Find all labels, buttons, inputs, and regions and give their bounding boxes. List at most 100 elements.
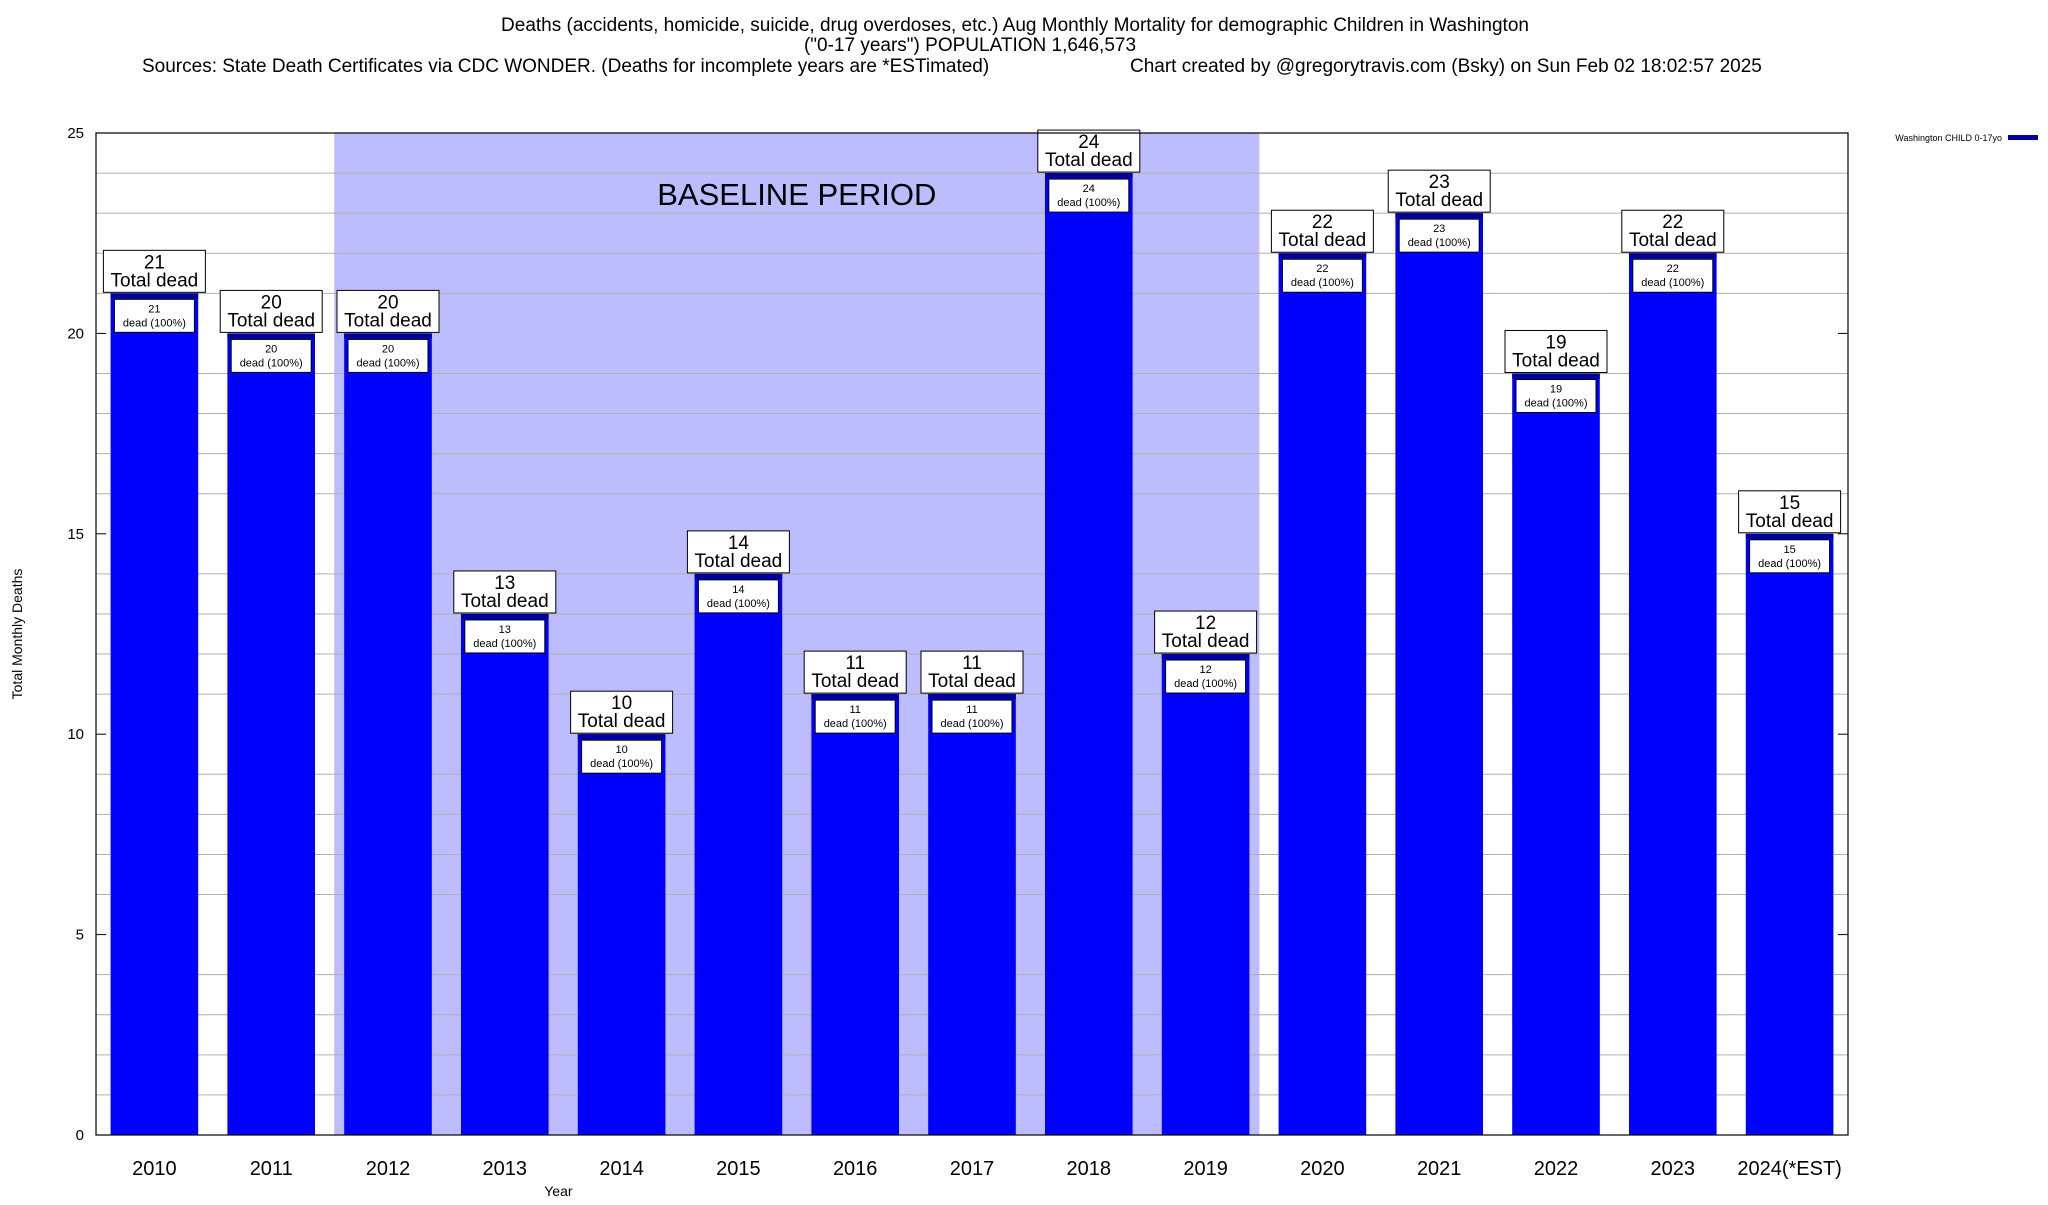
x-tick-label: 2018 bbox=[1067, 1158, 1112, 1180]
chart-title-line-2: ("0-17 years") POPULATION 1,646,573 bbox=[804, 35, 1136, 56]
x-tick-label: 2016 bbox=[833, 1158, 878, 1180]
bar-inner-value: 10 bbox=[615, 744, 627, 756]
bar-inner-label-box bbox=[697, 579, 779, 614]
bar-top-value: 23 bbox=[1429, 172, 1450, 193]
bar-inner-suffix: dead (100%) bbox=[590, 758, 653, 770]
bar-top-label-box bbox=[1621, 209, 1725, 253]
bar-inner-label-box bbox=[814, 699, 896, 734]
x-tick-label: 2011 bbox=[250, 1158, 293, 1180]
bar-top-edge bbox=[577, 734, 666, 740]
bar-top-suffix: Total dead bbox=[1162, 631, 1250, 652]
bar-inner-label-box bbox=[1515, 378, 1597, 413]
bar-inner-value: 15 bbox=[1783, 544, 1795, 556]
bar-top-suffix: Total dead bbox=[111, 270, 199, 291]
bar bbox=[1395, 213, 1483, 1135]
legend-swatch bbox=[2008, 135, 2038, 140]
bar-inner-value: 12 bbox=[1199, 664, 1211, 676]
bar-top-label-box bbox=[686, 530, 790, 574]
bar bbox=[577, 734, 666, 1135]
bar-top-value: 20 bbox=[377, 292, 398, 313]
bar-top-suffix: Total dead bbox=[811, 671, 899, 692]
x-axis-title: Year bbox=[544, 1183, 573, 1199]
y-axis-title: Total Monthly Deaths bbox=[9, 569, 25, 700]
bar-top-label-box bbox=[1270, 209, 1374, 253]
bar-top-value: 22 bbox=[1662, 212, 1683, 233]
bar-top-value: 15 bbox=[1779, 493, 1800, 514]
bar-top-label-box bbox=[1738, 490, 1842, 534]
bar-inner-value: 22 bbox=[1316, 263, 1328, 275]
bar-top-value: 10 bbox=[611, 693, 632, 714]
bar-inner-value: 11 bbox=[966, 704, 977, 716]
bar bbox=[461, 613, 549, 1135]
bar-top-suffix: Total dead bbox=[227, 310, 315, 331]
bar-top-suffix: Total dead bbox=[1395, 190, 1483, 211]
x-tick-label: 2017 bbox=[950, 1158, 995, 1180]
x-tick-label: 2021 bbox=[1417, 1158, 1462, 1180]
bar-top-edge bbox=[1395, 213, 1483, 219]
bar-top-label-box bbox=[570, 690, 674, 734]
bar-inner-label-box bbox=[113, 298, 195, 333]
bar-top-value: 20 bbox=[261, 292, 282, 313]
bar bbox=[1161, 654, 1250, 1135]
bar-inner-label-box bbox=[347, 338, 429, 373]
bar-top-edge bbox=[110, 293, 199, 299]
bar-top-value: 19 bbox=[1545, 332, 1566, 353]
bar-inner-label-box bbox=[1281, 258, 1363, 293]
bar-inner-suffix: dead (100%) bbox=[824, 718, 887, 730]
bar-top-edge bbox=[1745, 533, 1834, 539]
baseline-period-label: BASELINE PERIOD bbox=[657, 177, 936, 212]
bar-top-edge bbox=[344, 333, 432, 339]
bar-inner-label-box bbox=[931, 699, 1013, 734]
bar-inner-suffix: dead (100%) bbox=[1408, 237, 1471, 249]
bar bbox=[1745, 533, 1834, 1135]
bar-top-label-box bbox=[1154, 610, 1258, 654]
bar-top-suffix: Total dead bbox=[461, 591, 549, 612]
bar-top-label-box bbox=[1504, 329, 1608, 373]
bar-top-suffix: Total dead bbox=[1629, 230, 1717, 251]
bar-top-label-box bbox=[336, 289, 440, 333]
bar-top-edge bbox=[1629, 253, 1717, 259]
bar-top-label-box bbox=[803, 650, 907, 694]
bar-top-value: 24 bbox=[1078, 132, 1100, 153]
bar-inner-suffix: dead (100%) bbox=[1057, 197, 1120, 209]
bar-inner-value: 24 bbox=[1083, 183, 1095, 195]
bar-top-edge bbox=[1045, 173, 1133, 179]
bar-inner-suffix: dead (100%) bbox=[1174, 678, 1237, 690]
bar-top-edge bbox=[928, 694, 1016, 700]
x-tick-label: 2019 bbox=[1183, 1158, 1228, 1180]
bar-inner-label-box bbox=[1048, 178, 1130, 213]
y-tick-label: 15 bbox=[67, 526, 84, 543]
x-tick-label: 2020 bbox=[1300, 1158, 1345, 1180]
bar-inner-value: 11 bbox=[849, 704, 860, 716]
bar-top-suffix: Total dead bbox=[1045, 150, 1133, 171]
bar-top-suffix: Total dead bbox=[928, 671, 1016, 692]
bar-inner-value: 20 bbox=[382, 343, 394, 355]
bar-inner-label-box bbox=[1398, 218, 1480, 253]
bar-inner-suffix: dead (100%) bbox=[1641, 277, 1704, 289]
bar-top-value: 22 bbox=[1312, 212, 1333, 233]
bar-inner-suffix: dead (100%) bbox=[1758, 558, 1821, 570]
x-tick-label: 2023 bbox=[1651, 1158, 1696, 1180]
bar-top-suffix: Total dead bbox=[695, 551, 783, 572]
bar-top-suffix: Total dead bbox=[344, 310, 432, 331]
bar bbox=[344, 333, 432, 1135]
bar-top-suffix: Total dead bbox=[1746, 511, 1834, 532]
bar-inner-value: 19 bbox=[1550, 383, 1562, 395]
chart-title-line-1: Deaths (accidents, homicide, suicide, dr… bbox=[501, 15, 1529, 36]
bar-top-edge bbox=[811, 694, 899, 700]
x-tick-label: 2022 bbox=[1534, 1158, 1579, 1180]
bar-inner-suffix: dead (100%) bbox=[123, 317, 186, 329]
bar-top-label-box bbox=[920, 650, 1024, 694]
y-tick-label: 20 bbox=[67, 325, 84, 342]
legend-label: Washington CHILD 0-17yo bbox=[1895, 133, 2002, 143]
bar-top-edge bbox=[1278, 253, 1367, 259]
bar-top-label-box bbox=[453, 570, 557, 614]
bar-top-value: 11 bbox=[845, 653, 865, 674]
x-tick-label: 2014 bbox=[599, 1158, 644, 1180]
bar bbox=[811, 694, 899, 1135]
bar bbox=[1629, 253, 1717, 1136]
y-tick-label: 25 bbox=[67, 125, 84, 142]
y-tick-label: 10 bbox=[67, 726, 84, 743]
bar-inner-suffix: dead (100%) bbox=[707, 598, 770, 610]
